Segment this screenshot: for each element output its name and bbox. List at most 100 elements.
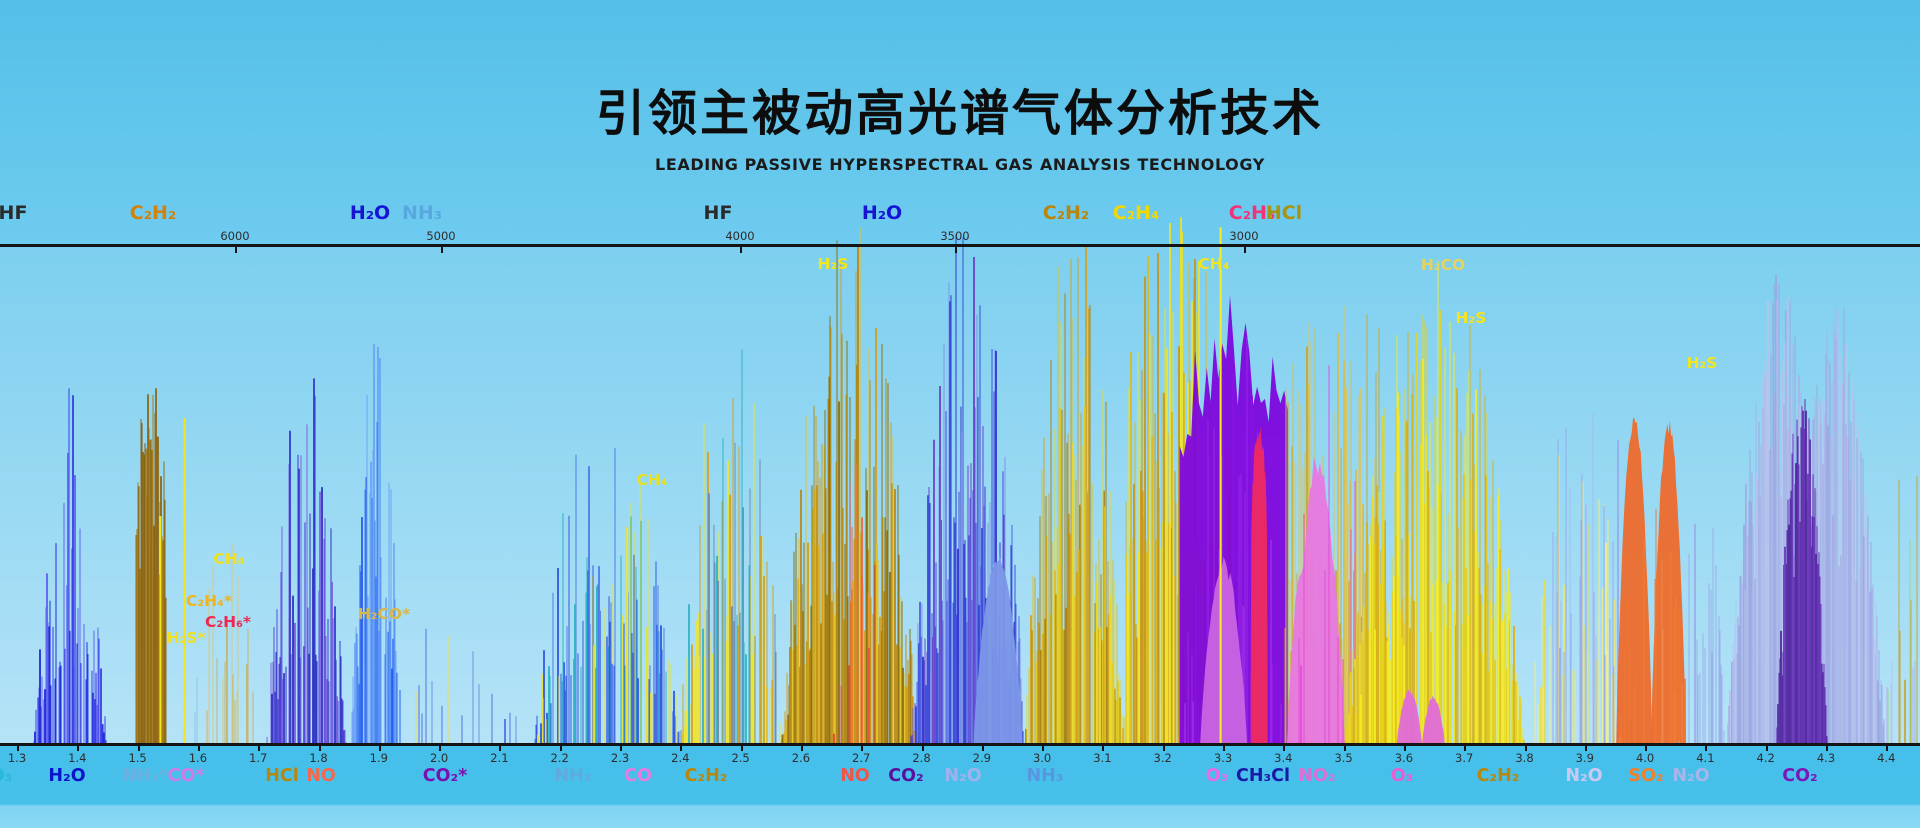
bottom-tickmark (258, 746, 261, 751)
band-pink-hump-a (1396, 688, 1422, 745)
band-ch4-1.65 (208, 543, 239, 745)
top-tickmark (441, 247, 443, 253)
band-h2o-1.9 (354, 344, 375, 745)
bottom-tickmark (499, 746, 502, 751)
band-nh3-2.25 (548, 586, 598, 745)
plot-gas-label-CH₄: CH₄ (213, 550, 245, 568)
top-gas-label-HF: HF (0, 202, 28, 224)
top-tick-label-3000: 3000 (1229, 229, 1259, 243)
bottom-tickmark (1343, 746, 1346, 751)
band-right-tail (1890, 660, 1893, 745)
plot-gas-label-H₂S: H₂S (1455, 309, 1487, 327)
band-orchid-inner (1200, 556, 1248, 745)
bottom-tickmark (559, 746, 562, 751)
band-ch4-1.65 (206, 629, 254, 745)
bottom-tickmark (1162, 746, 1165, 751)
bottom-tick-label-4.4: 4.4 (1877, 751, 1896, 765)
bottom-tick-label-1.9: 1.9 (369, 751, 388, 765)
band-pink-hump-b (1422, 695, 1445, 745)
bottom-gas-label-NH₃: NH₃ (1026, 766, 1064, 786)
top-gas-label-HF: HF (703, 202, 733, 224)
bottom-gas-label-NH₃*: NH₃* (121, 766, 169, 786)
bottom-tickmark (1645, 746, 1648, 751)
bottom-tick-label-2.2: 2.2 (550, 751, 569, 765)
plot-gas-label-H₂CO*: H₂CO* (357, 605, 411, 623)
band-h2o-1.38 (46, 453, 98, 745)
band-purple-spikes (1184, 539, 1272, 745)
bottom-tickmark (1223, 746, 1225, 751)
band-yellow-2.5 (682, 397, 774, 745)
bottom-gas-label-C₂H₂: C₂H₂ (684, 766, 728, 786)
bottom-tickmark (1464, 746, 1467, 751)
band-h2o-1.38 (72, 395, 102, 745)
page-subtitle: LEADING PASSIVE HYPERSPECTRAL GAS ANALYS… (655, 155, 1265, 174)
bottom-gas-label-NO: NO (306, 766, 336, 786)
bottom-tickmark (800, 746, 803, 751)
top-gas-label-NH₃: NH₃ (401, 202, 443, 224)
bottom-tickmark (1042, 746, 1045, 751)
band-blue-2.87 (922, 350, 997, 745)
band-ch4-1.65 (194, 677, 198, 745)
top-tick-label-6000: 6000 (220, 229, 250, 243)
bottom-tickmark (1886, 746, 1889, 751)
bottom-gas-label-C₂H₂: C₂H₂ (1476, 766, 1520, 786)
band-n2o-4.08 (1678, 528, 1725, 745)
band-no2-magenta (1286, 457, 1345, 745)
top-gas-label-C₂H₂: C₂H₂ (1042, 202, 1090, 224)
bottom-tick-label-3.5: 3.5 (1334, 751, 1353, 765)
band-yellow-2.5 (695, 460, 729, 745)
band-co2-core (1791, 406, 1825, 745)
top-tick-label-4000: 4000 (725, 229, 755, 243)
band-magenta-lines (1298, 365, 1356, 745)
bottom-tick-label-2.5: 2.5 (731, 751, 750, 765)
band-right-tail (1887, 539, 1911, 745)
band-ch4-1.65 (226, 623, 248, 745)
bottom-tickmark (197, 746, 200, 751)
top-gas-label-HCl: HCl (1265, 202, 1303, 224)
top-gas-label-H₂O: H₂O (349, 202, 391, 224)
bottom-tick-label-4.3: 4.3 (1816, 751, 1836, 765)
band-yellow-2.5 (688, 555, 747, 745)
bottom-tickmark (1102, 746, 1105, 751)
bottom-tick-label-1.6: 1.6 (188, 751, 208, 765)
band-yellow-taper (1602, 542, 1608, 745)
band-peri-hump-2.92 (973, 557, 1023, 745)
top-axis-line (0, 244, 1920, 247)
band-h2co-1.78 (271, 487, 323, 745)
bottom-tick-label-2.8: 2.8 (912, 751, 931, 765)
bottom-tickmark (1403, 746, 1406, 751)
band-co2-core (1780, 410, 1807, 745)
plot-gas-label-H₂S*: H₂S* (166, 629, 206, 647)
bottom-tickmark (318, 746, 321, 751)
top-tick-label-5000: 5000 (426, 229, 456, 243)
band-h2co-1.78 (283, 378, 336, 745)
plot-gas-label-H₂S: H₂S (817, 255, 849, 273)
band-so2-hump-b (1651, 420, 1687, 745)
band-right-tail (1898, 475, 1918, 745)
bottom-tick-label-4.1: 4.1 (1696, 751, 1715, 765)
band-h2o-1.9 (361, 517, 393, 745)
band-yellow-2.5 (722, 349, 750, 745)
band-no-2.7 (851, 463, 869, 745)
bottom-tickmark (378, 746, 381, 751)
band-h2o-1.9 (359, 477, 401, 745)
bottom-tick-label-3.6: 3.6 (1394, 751, 1414, 765)
top-tickmark (955, 247, 957, 253)
plot-gas-label-C₂H₄*: C₂H₄* (185, 592, 233, 610)
band-gold-3.05 (1025, 490, 1105, 745)
top-tickmark (235, 247, 237, 253)
bottom-gas-label-CO₂: CO₂ (1782, 766, 1818, 786)
plot-gas-label-H₂CO: H₂CO (1420, 256, 1466, 274)
band-yellow-3.65 (1369, 358, 1509, 745)
plot-gas-label-H₂S: H₂S (1686, 354, 1718, 372)
top-gas-label-C₂H₂: C₂H₂ (129, 202, 177, 224)
bottom-tick-label-3.7: 3.7 (1455, 751, 1474, 765)
bottom-tick-label-3.0: 3.0 (1032, 751, 1052, 765)
bottom-tick-label-3.9: 3.9 (1575, 751, 1594, 765)
band-so2-spikes (1643, 539, 1686, 745)
band-sparse-2.0 (418, 628, 511, 745)
band-h2co-1.78 (294, 491, 338, 745)
band-h2o-1.38 (34, 649, 46, 745)
page-title: 引领主被动高光谱气体分析技术 (595, 85, 1324, 142)
top-tickmark (1244, 247, 1246, 253)
